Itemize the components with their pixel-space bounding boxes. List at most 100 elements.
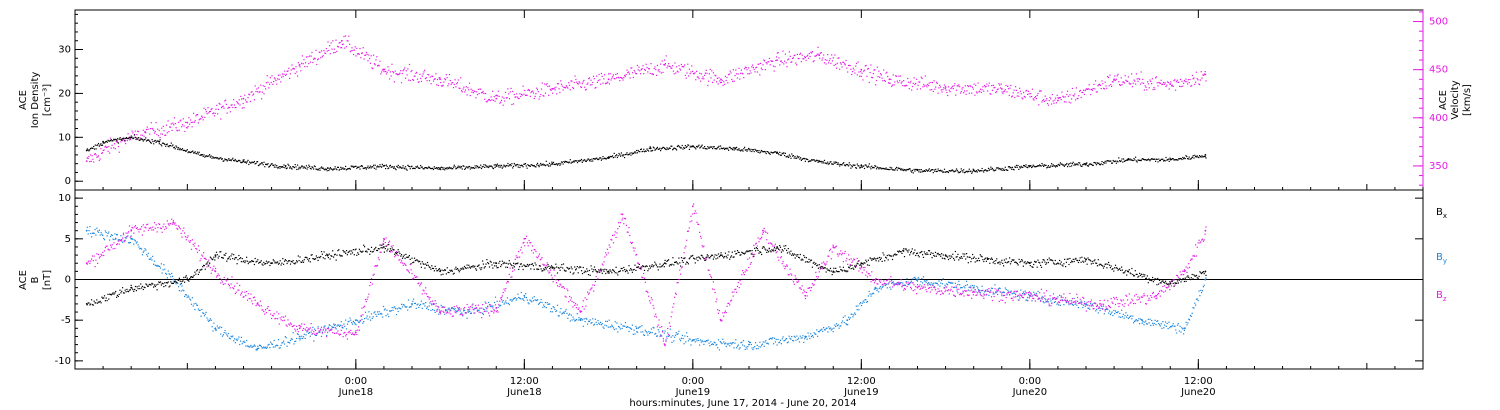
by-point bbox=[263, 346, 265, 348]
velocity-point bbox=[122, 139, 124, 141]
by-point bbox=[395, 314, 398, 316]
bz-point bbox=[501, 295, 503, 297]
density-point bbox=[1150, 158, 1152, 161]
by-point bbox=[1123, 317, 1125, 319]
density-point bbox=[155, 141, 157, 143]
velocity-point bbox=[999, 87, 1002, 89]
density-point bbox=[341, 168, 343, 170]
velocity-point bbox=[168, 131, 170, 133]
by-point bbox=[222, 334, 224, 336]
bz-point bbox=[606, 248, 608, 250]
density-point bbox=[677, 144, 679, 147]
velocity-point bbox=[919, 88, 922, 90]
density-point bbox=[529, 165, 531, 167]
by-point bbox=[1041, 296, 1043, 298]
b-tick-label: 5 bbox=[65, 234, 71, 245]
density-point bbox=[97, 144, 99, 146]
velocity-point bbox=[458, 87, 460, 89]
velocity-point bbox=[259, 91, 261, 93]
velocity-point bbox=[265, 88, 267, 90]
density-point bbox=[908, 168, 910, 170]
velocity-point bbox=[169, 126, 171, 128]
velocity-point bbox=[497, 90, 499, 92]
by-point bbox=[299, 339, 301, 341]
bz-point bbox=[165, 227, 168, 229]
bz-point bbox=[641, 276, 643, 278]
velocity-point bbox=[1055, 97, 1057, 99]
by-point bbox=[1114, 310, 1117, 312]
density-point bbox=[258, 164, 260, 166]
velocity-point bbox=[966, 90, 968, 92]
velocity-point bbox=[1058, 97, 1060, 100]
by-point bbox=[577, 319, 579, 321]
velocity-point bbox=[326, 50, 328, 52]
by-point bbox=[1079, 302, 1081, 304]
by-point bbox=[283, 340, 285, 342]
by-point bbox=[583, 318, 585, 320]
density-point bbox=[1134, 159, 1136, 161]
b-axis-title-line: [nT] bbox=[42, 270, 53, 290]
by-point bbox=[805, 336, 807, 338]
velocity-point bbox=[815, 55, 817, 57]
density-point bbox=[120, 139, 122, 141]
by-point bbox=[540, 299, 542, 301]
density-point bbox=[971, 171, 974, 173]
density-point bbox=[825, 162, 827, 164]
density-point bbox=[986, 170, 988, 172]
density-point bbox=[840, 164, 842, 166]
bz-point bbox=[488, 315, 491, 317]
density-point bbox=[189, 152, 192, 154]
density-point bbox=[708, 147, 710, 149]
density-point bbox=[1175, 159, 1177, 161]
bz-point bbox=[442, 310, 444, 312]
velocity-point bbox=[166, 132, 168, 134]
by-point bbox=[259, 344, 261, 347]
velocity-point bbox=[217, 113, 219, 115]
velocity-point bbox=[1051, 103, 1053, 105]
by-point bbox=[547, 303, 549, 305]
density-point bbox=[707, 146, 709, 148]
density-point bbox=[1052, 164, 1054, 166]
density-point bbox=[1017, 164, 1019, 167]
bz-point bbox=[163, 223, 165, 225]
by-point bbox=[1087, 307, 1089, 309]
velocity-point bbox=[246, 101, 248, 103]
velocity-point bbox=[568, 84, 571, 86]
by-point bbox=[103, 239, 106, 241]
density-point bbox=[508, 165, 510, 167]
density-point bbox=[1095, 164, 1097, 166]
by-point bbox=[1065, 302, 1067, 304]
bz-point bbox=[239, 284, 241, 286]
by-point bbox=[573, 318, 575, 320]
bz-point bbox=[144, 226, 146, 228]
by-point bbox=[961, 287, 963, 289]
velocity-point bbox=[281, 73, 283, 75]
by-point bbox=[891, 280, 893, 282]
by-point bbox=[428, 305, 430, 307]
density-point bbox=[265, 163, 267, 165]
by-point bbox=[520, 291, 522, 294]
density-point-anchor bbox=[607, 156, 610, 159]
density-point bbox=[729, 146, 731, 148]
density-point bbox=[1183, 157, 1185, 159]
by-point bbox=[742, 344, 744, 346]
bz-point bbox=[296, 325, 298, 327]
by-point bbox=[221, 335, 224, 337]
velocity-point bbox=[261, 98, 263, 100]
density-point bbox=[1115, 162, 1117, 164]
bz-point bbox=[320, 329, 322, 331]
bz-point bbox=[124, 239, 126, 241]
bz-point bbox=[578, 307, 580, 309]
velocity-point bbox=[233, 104, 235, 106]
velocity-point bbox=[262, 85, 264, 87]
bz-point bbox=[131, 226, 133, 228]
velocity-point bbox=[779, 64, 781, 66]
bz-point bbox=[391, 251, 393, 253]
by-point bbox=[417, 303, 419, 305]
velocity-point bbox=[320, 57, 322, 59]
velocity-point bbox=[711, 70, 713, 72]
density-point bbox=[993, 170, 995, 172]
density-point bbox=[396, 166, 399, 168]
by-point bbox=[285, 337, 287, 339]
